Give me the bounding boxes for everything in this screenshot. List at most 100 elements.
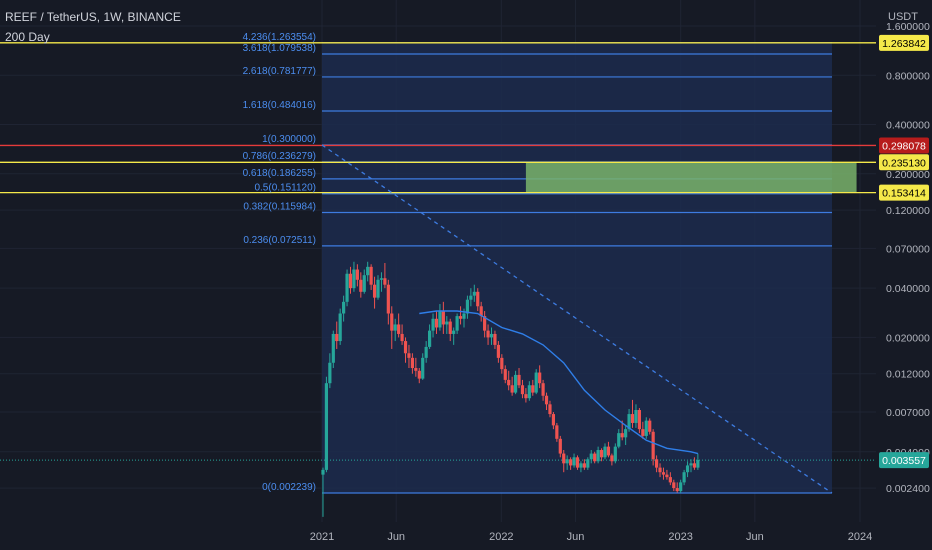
candle-body (689, 463, 693, 466)
candle-body (486, 330, 490, 338)
candle (397, 313, 401, 338)
candle (321, 467, 325, 517)
trendline-dashed (321, 144, 833, 494)
candle-body (610, 455, 614, 462)
candle (534, 369, 538, 395)
candle-body (661, 472, 666, 475)
candle-body (362, 275, 366, 292)
candle-body (562, 453, 566, 464)
candle-body (620, 433, 624, 438)
price-axis-unit: USDT (888, 11, 918, 23)
price-badges: 1.263842 0.298078 0.235130 0.153414 0.003557 (879, 34, 929, 469)
candle-body (654, 459, 659, 468)
candle (342, 295, 346, 322)
candle (641, 421, 645, 439)
candle (379, 272, 384, 292)
candle (555, 422, 559, 442)
indicator-label: 200 Day (5, 30, 50, 44)
candle-body (431, 318, 435, 331)
candle (624, 425, 628, 445)
price-badge-label: 0.235130 (882, 157, 926, 169)
candle-body (455, 316, 459, 331)
candle (407, 344, 411, 369)
candle (438, 304, 442, 331)
fib-level-label: 2.618(0.781777) (243, 66, 316, 77)
candle-body (617, 433, 621, 447)
fib-background (322, 42, 832, 493)
candle (489, 327, 494, 345)
time-tick-label: Jun (746, 531, 764, 543)
candle (579, 461, 583, 473)
candle-body (372, 284, 377, 298)
fib-level-label: 0.5(0.151120) (254, 183, 316, 194)
time-axis-panel[interactable] (0, 522, 876, 550)
candle (335, 321, 339, 349)
fib-level-label: 4.236(1.263554) (243, 32, 316, 43)
candle (428, 324, 432, 349)
candle (668, 472, 672, 486)
candle (520, 379, 525, 399)
candle-body (692, 463, 697, 468)
candle-body (565, 459, 569, 464)
fib-level-label: 0(0.002239) (262, 482, 316, 493)
candle-body (696, 460, 700, 468)
candle-body (469, 295, 473, 300)
candle (507, 370, 511, 391)
time-tick-label: 2021 (310, 531, 334, 543)
candle-body (483, 316, 487, 331)
candle (654, 455, 659, 473)
candle-body (421, 357, 425, 379)
candle (610, 453, 614, 466)
candle-body (544, 395, 549, 405)
price-badge-box (879, 34, 929, 51)
candle-body (458, 316, 463, 319)
candle-body (400, 333, 404, 342)
candle-body (479, 306, 483, 317)
candle (565, 455, 569, 470)
candle (421, 353, 425, 380)
price-badge: 1.263842 (879, 34, 929, 51)
candle (393, 318, 397, 342)
candle (345, 269, 349, 307)
candle (630, 399, 635, 428)
candle-body (682, 472, 686, 483)
fib-level-label: 1.618(0.484016) (243, 100, 316, 111)
candle (531, 379, 535, 396)
candle (658, 463, 662, 478)
candle (352, 261, 356, 292)
candle (637, 408, 641, 434)
candle (599, 448, 604, 462)
moving-average (419, 310, 699, 455)
candle (672, 479, 676, 492)
candle-body (324, 383, 329, 470)
chart-title: REEF / TetherUS, 1W, BINANCE (5, 10, 181, 24)
candle (606, 441, 611, 458)
candle (572, 453, 576, 468)
candle-body (637, 410, 641, 430)
candle (465, 295, 470, 319)
price-badge: 0.235130 (879, 154, 929, 171)
candle-body (582, 463, 586, 468)
candle (372, 276, 377, 309)
candle (689, 459, 693, 473)
candle-body (648, 420, 652, 432)
candle-body (403, 341, 408, 354)
candle (548, 400, 552, 418)
candle (452, 327, 456, 345)
candle-body (376, 279, 380, 298)
candle-body (651, 431, 655, 460)
candle-body (665, 474, 669, 478)
candle (527, 381, 531, 401)
candle-body (390, 313, 394, 331)
candle-body (641, 429, 645, 436)
candle-body (383, 278, 387, 285)
candle (483, 311, 487, 338)
price-badge-label: 1.263842 (882, 38, 926, 50)
candle (651, 429, 655, 466)
candle-body (348, 273, 353, 289)
candle-body (489, 333, 494, 338)
price-badge-label: 0.153414 (882, 188, 926, 200)
candle (434, 311, 439, 334)
candle-body (472, 291, 476, 296)
